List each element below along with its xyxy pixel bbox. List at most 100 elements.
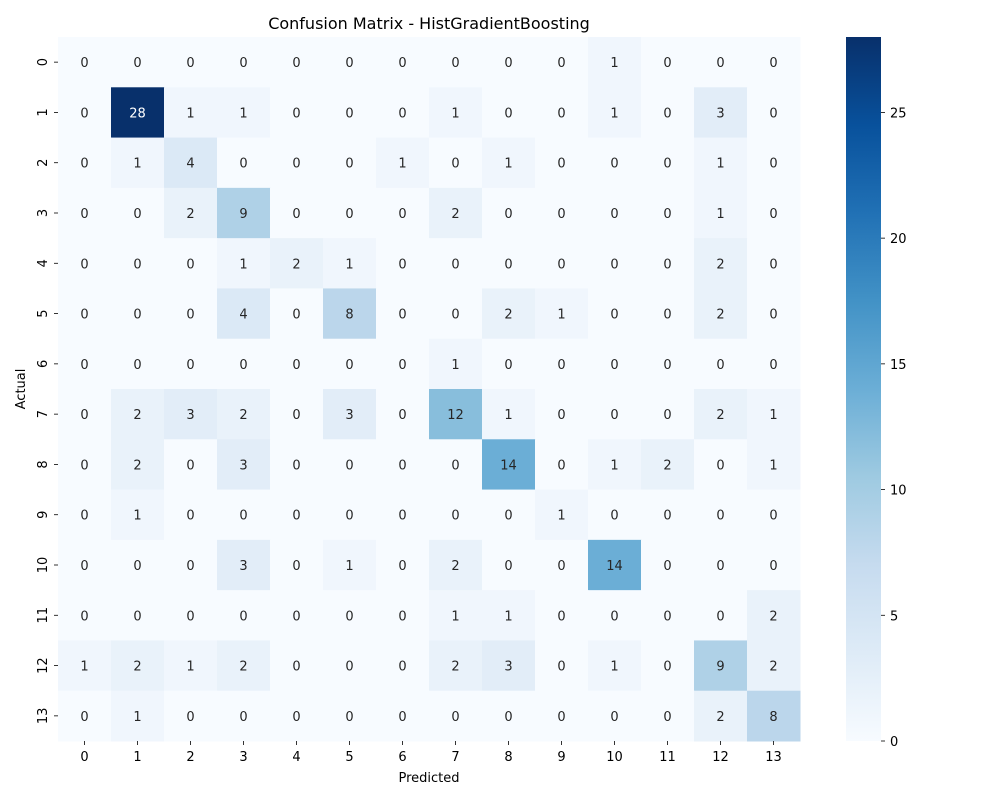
heatmap-cell xyxy=(323,690,377,742)
heatmap-cell xyxy=(376,87,430,139)
heatmap-cell xyxy=(747,288,801,340)
cell-value-label: 0 xyxy=(292,358,300,373)
cell-value-label: 0 xyxy=(504,358,512,373)
heatmap-cell xyxy=(270,137,324,189)
heatmap-cell xyxy=(429,590,483,641)
cell-value-label: 0 xyxy=(557,710,565,725)
x-tick-label: 4 xyxy=(292,750,300,765)
heatmap-cell xyxy=(535,338,589,390)
heatmap-cell xyxy=(535,389,589,440)
heatmap-cell xyxy=(58,640,112,692)
cell-value-label: 2 xyxy=(451,207,459,222)
cell-value-label: 0 xyxy=(398,56,406,71)
x-tick-label: 9 xyxy=(557,750,565,765)
cell-value-label: 0 xyxy=(663,559,671,574)
cell-value-label: 2 xyxy=(716,710,724,725)
cell-value-label: 0 xyxy=(80,207,88,222)
cell-value-label: 0 xyxy=(292,660,300,675)
x-tick-label: 13 xyxy=(765,750,782,765)
cell-value-label: 0 xyxy=(133,56,141,71)
heatmap-cell xyxy=(641,137,695,189)
heatmap-cell xyxy=(270,288,324,340)
heatmap-cell xyxy=(429,187,483,239)
heatmap-cell xyxy=(58,87,112,139)
heatmap-cell xyxy=(482,590,536,641)
heatmap-cell xyxy=(164,338,218,390)
heatmap-cell xyxy=(270,238,324,289)
cell-value-label: 2 xyxy=(133,408,141,423)
cell-value-label: 0 xyxy=(398,509,406,524)
heatmap-cell xyxy=(747,389,801,440)
cell-value-label: 0 xyxy=(557,106,565,121)
heatmap-cell xyxy=(429,288,483,340)
heatmap-cell xyxy=(694,690,748,742)
heatmap-cell xyxy=(270,338,324,390)
cell-value-label: 0 xyxy=(292,157,300,172)
heatmap-cell xyxy=(482,238,536,289)
y-tick-label: 11 xyxy=(36,607,51,624)
heatmap-cell xyxy=(270,37,324,88)
x-tick-label: 8 xyxy=(504,750,512,765)
heatmap-cell xyxy=(217,489,271,541)
cell-value-label: 1 xyxy=(610,660,618,675)
heatmap-cell xyxy=(588,37,642,88)
cell-value-label: 0 xyxy=(80,408,88,423)
cell-value-label: 0 xyxy=(345,106,353,121)
heatmap-cell xyxy=(429,539,483,591)
cell-value-label: 2 xyxy=(716,308,724,323)
heatmap-cell xyxy=(270,590,324,641)
heatmap-cell xyxy=(217,137,271,189)
y-tick-label: 0 xyxy=(36,58,51,66)
cell-value-label: 0 xyxy=(80,308,88,323)
cell-value-label: 0 xyxy=(716,559,724,574)
heatmap-cell xyxy=(641,288,695,340)
cell-value-label: 0 xyxy=(769,308,777,323)
cell-value-label: 0 xyxy=(557,609,565,624)
y-tick-label: 2 xyxy=(36,159,51,167)
cell-value-label: 4 xyxy=(239,308,247,323)
cell-value-label: 0 xyxy=(239,609,247,624)
cell-value-label: 0 xyxy=(345,207,353,222)
cell-value-label: 0 xyxy=(716,458,724,473)
cell-value-label: 0 xyxy=(663,207,671,222)
heatmap-cell xyxy=(217,338,271,390)
cell-value-label: 3 xyxy=(186,408,194,423)
heatmap-cell xyxy=(535,87,589,139)
heatmap-cell xyxy=(641,539,695,591)
cell-value-label: 1 xyxy=(451,609,459,624)
heatmap-cell xyxy=(111,87,165,139)
colorbar-ticks: 0 5 10 15 20 25 xyxy=(881,106,907,750)
cell-value-label: 0 xyxy=(292,207,300,222)
heatmap-cell xyxy=(111,338,165,390)
cell-value-label: 3 xyxy=(239,458,247,473)
cell-value-label: 0 xyxy=(769,207,777,222)
cell-value-label: 0 xyxy=(663,509,671,524)
heatmap-cell xyxy=(323,640,377,692)
heatmap-cell xyxy=(747,338,801,390)
cell-value-label: 0 xyxy=(292,559,300,574)
cell-value-label: 0 xyxy=(186,358,194,373)
cell-value-label: 0 xyxy=(80,559,88,574)
cell-value-label: 0 xyxy=(186,56,194,71)
cell-value-label: 2 xyxy=(239,408,247,423)
heatmap-cell xyxy=(164,187,218,239)
cell-value-label: 1 xyxy=(504,157,512,172)
cell-value-label: 0 xyxy=(769,56,777,71)
heatmap-cell xyxy=(482,539,536,591)
heatmap-cell xyxy=(58,288,112,340)
heatmap-cell xyxy=(376,489,430,541)
cell-value-label: 0 xyxy=(398,207,406,222)
heatmap-cells xyxy=(58,37,801,742)
heatmap-cell xyxy=(376,238,430,289)
cell-value-label: 0 xyxy=(398,559,406,574)
heatmap-cell xyxy=(58,439,112,491)
heatmap-cell xyxy=(482,187,536,239)
cell-value-label: 0 xyxy=(398,257,406,272)
heatmap-cell xyxy=(482,338,536,390)
heatmap-cell xyxy=(217,590,271,641)
cell-value-label: 1 xyxy=(504,408,512,423)
y-tick-label: 12 xyxy=(36,657,51,674)
heatmap-cell xyxy=(217,439,271,491)
cell-value-label: 0 xyxy=(80,56,88,71)
